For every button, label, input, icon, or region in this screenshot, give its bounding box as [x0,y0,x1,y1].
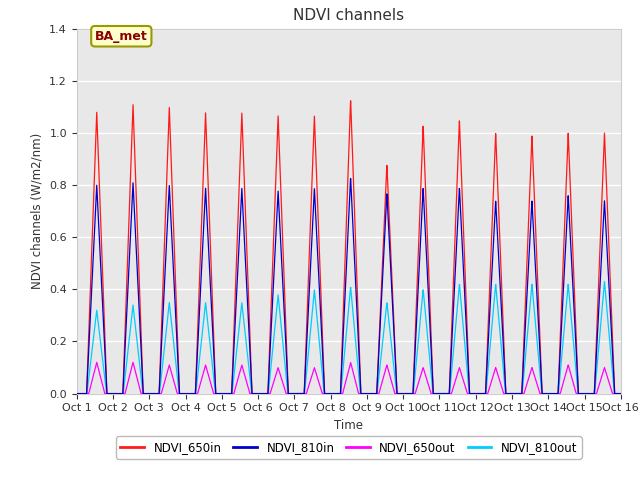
Y-axis label: NDVI channels (W/m2/nm): NDVI channels (W/m2/nm) [31,133,44,289]
Title: NDVI channels: NDVI channels [293,9,404,24]
X-axis label: Time: Time [334,419,364,432]
Legend: NDVI_650in, NDVI_810in, NDVI_650out, NDVI_810out: NDVI_650in, NDVI_810in, NDVI_650out, NDV… [116,436,582,459]
Text: BA_met: BA_met [95,30,148,43]
